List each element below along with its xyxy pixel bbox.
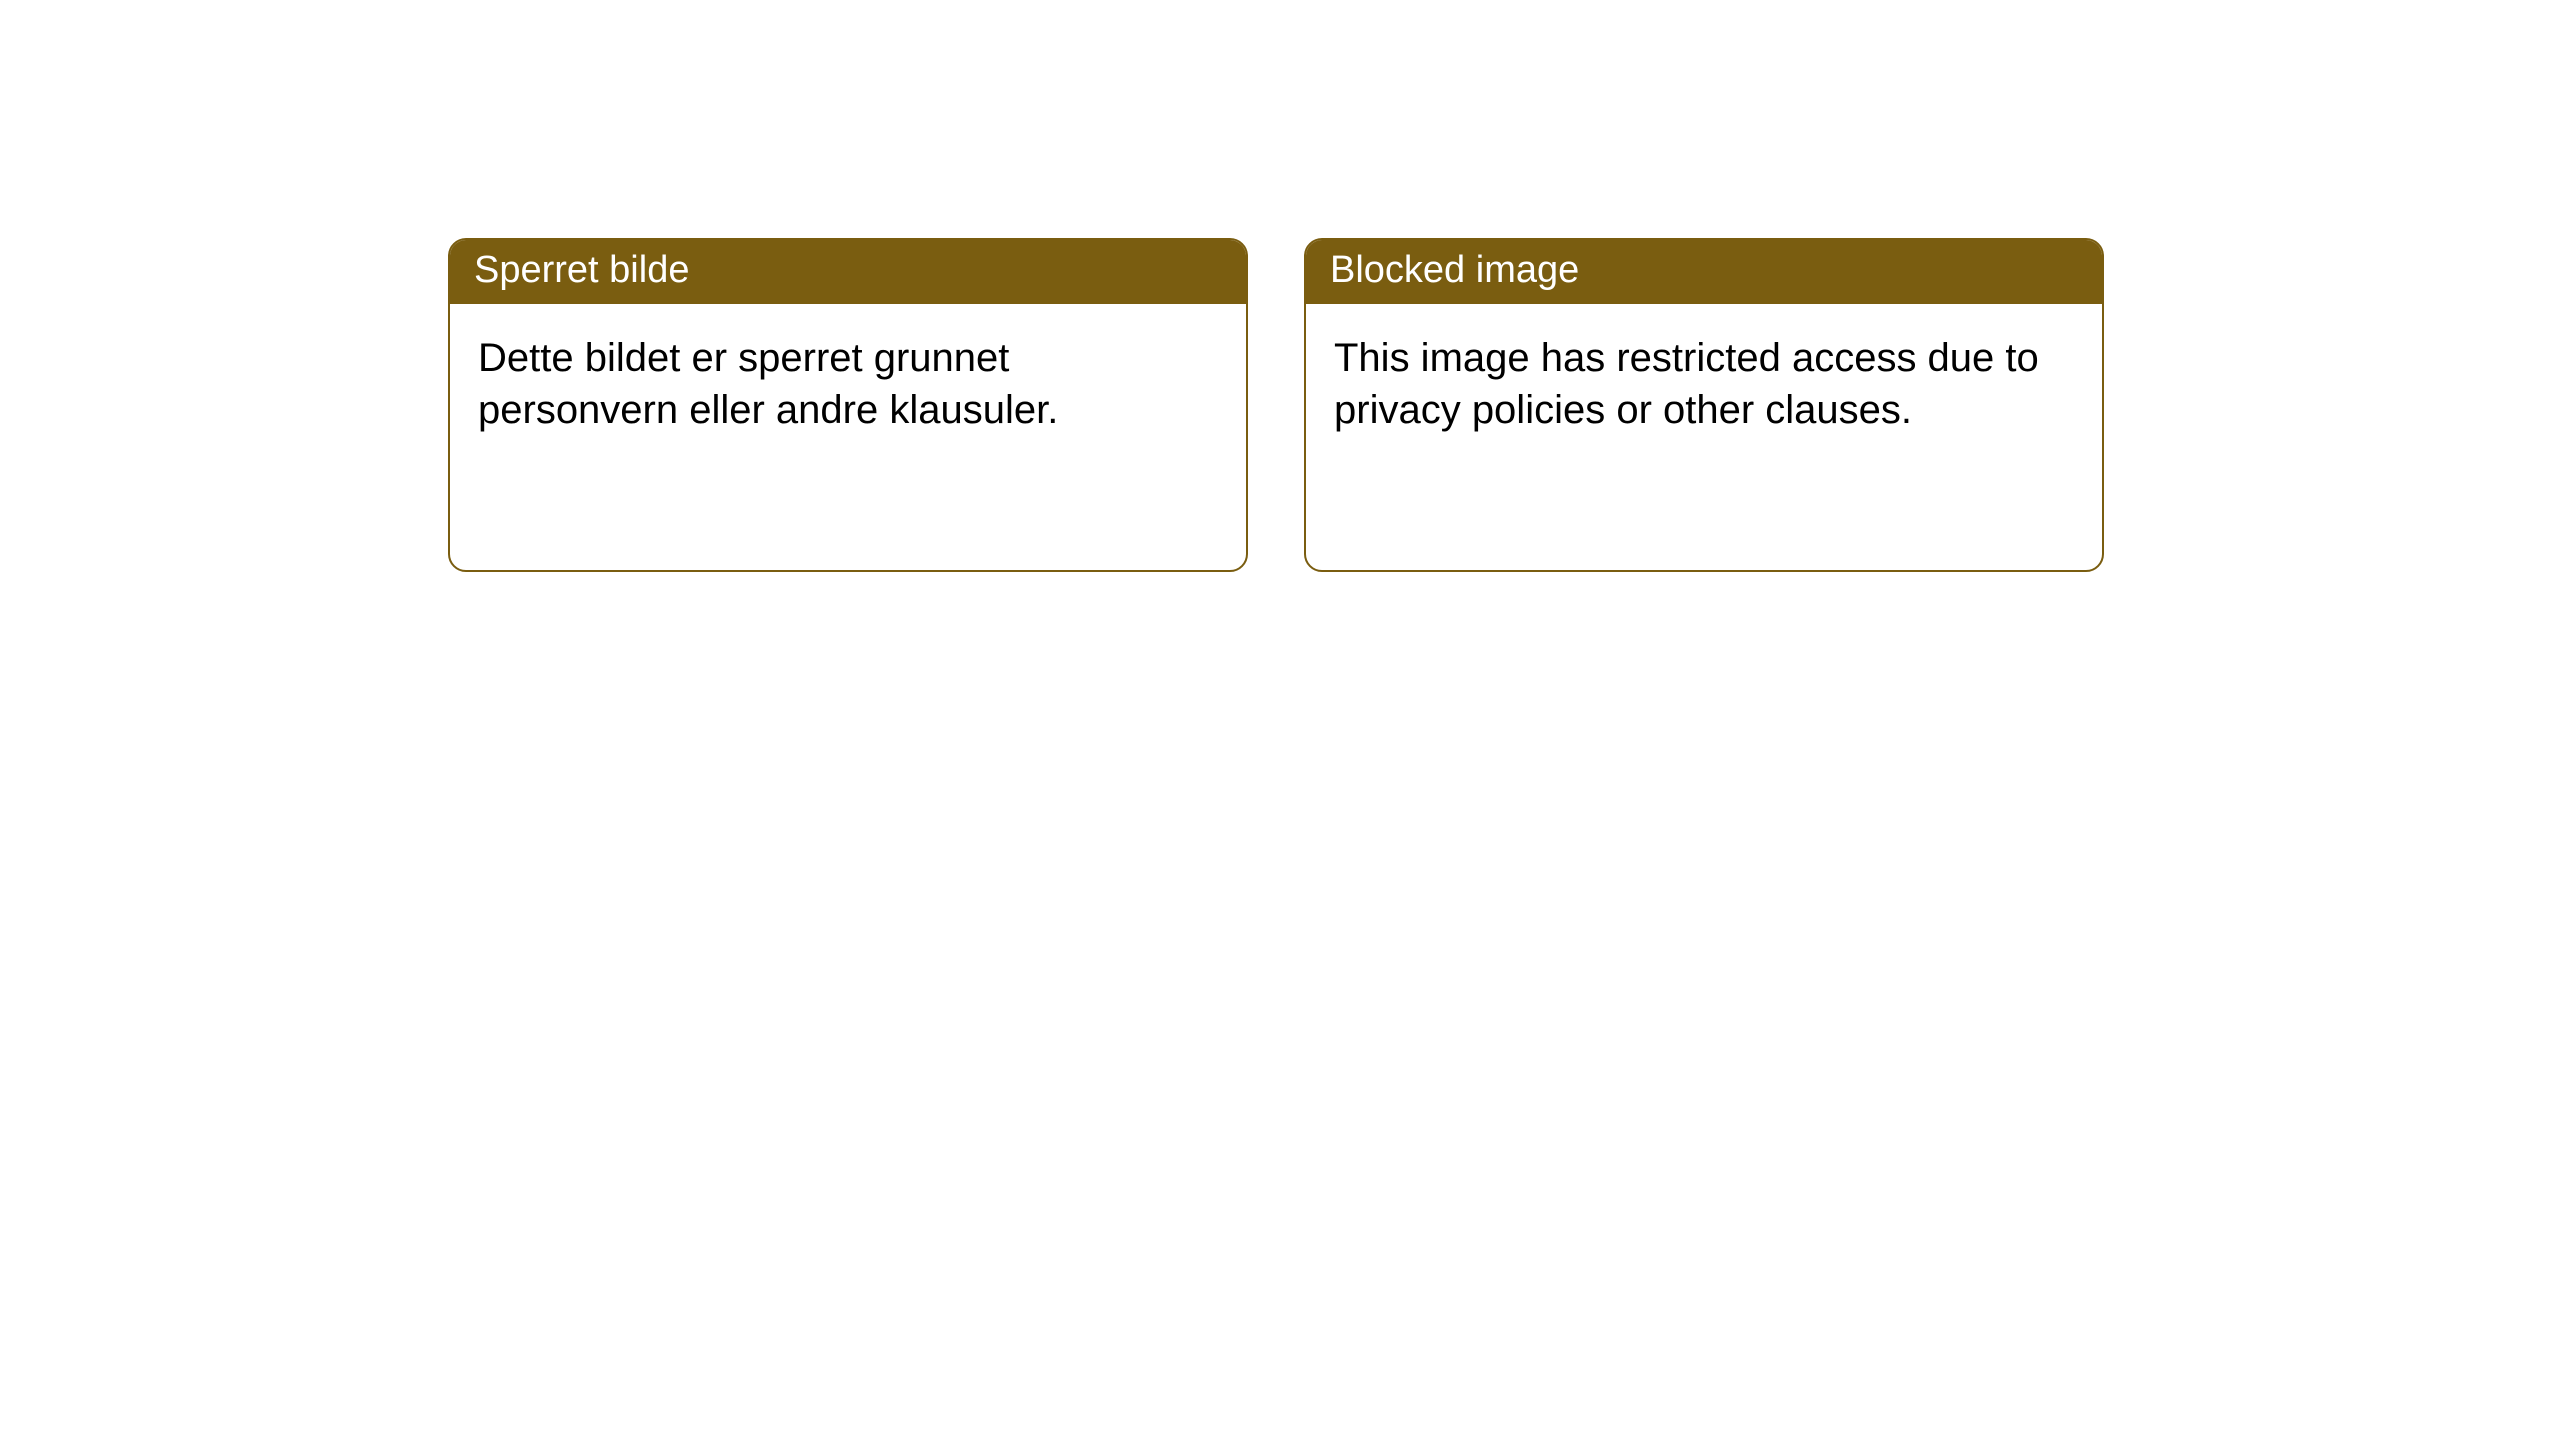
- notice-card-english: Blocked image This image has restricted …: [1304, 238, 2104, 572]
- notice-body-norwegian: Dette bildet er sperret grunnet personve…: [450, 304, 1246, 460]
- notice-body-english: This image has restricted access due to …: [1306, 304, 2102, 460]
- notice-title-english: Blocked image: [1306, 240, 2102, 304]
- notice-container: Sperret bilde Dette bildet er sperret gr…: [0, 0, 2560, 572]
- notice-title-norwegian: Sperret bilde: [450, 240, 1246, 304]
- notice-card-norwegian: Sperret bilde Dette bildet er sperret gr…: [448, 238, 1248, 572]
